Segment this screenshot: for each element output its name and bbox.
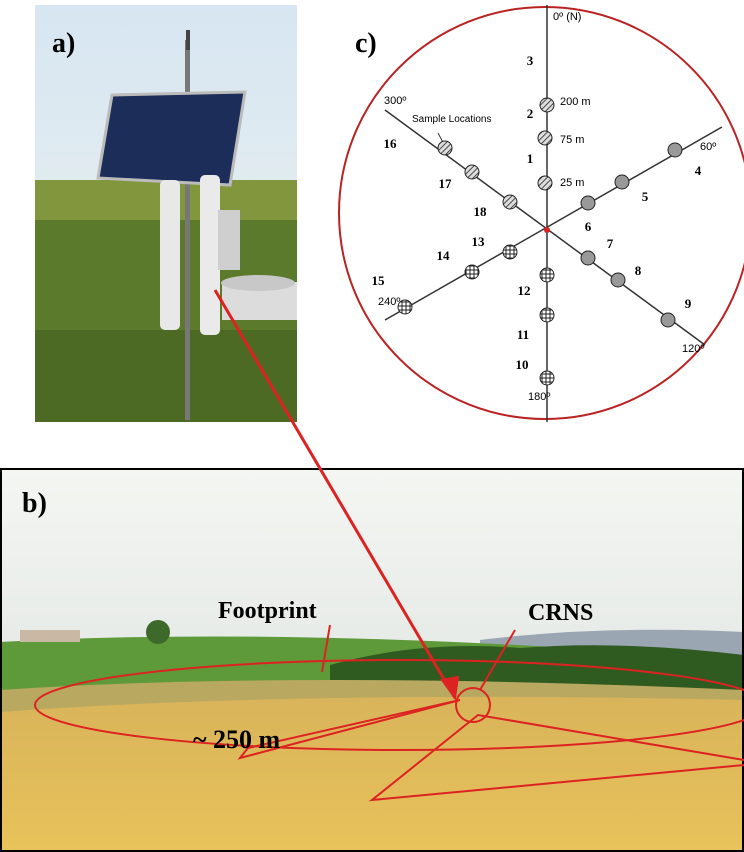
sample-location (503, 195, 517, 209)
sample-number: 17 (439, 176, 453, 191)
sample-location (540, 98, 554, 112)
sample-location (581, 196, 595, 210)
annotation: ~ 250 m (193, 725, 281, 754)
panel-label: b) (22, 488, 47, 519)
sample-number: 13 (472, 234, 486, 249)
distance-label: 75 m (560, 134, 584, 146)
sample-location (661, 313, 675, 327)
distance-label: 25 m (560, 177, 584, 189)
sample-number: 10 (516, 357, 529, 372)
sample-location (465, 165, 479, 179)
direction-label: 60º (700, 141, 716, 153)
sample-number: 4 (695, 163, 702, 178)
direction-label: 300º (384, 95, 406, 107)
sample-number: 11 (517, 327, 529, 342)
direction-label: 180º (528, 391, 550, 403)
sample-number: 5 (642, 189, 649, 204)
sample-location (503, 245, 517, 259)
sample-number: 18 (474, 204, 488, 219)
direction-label: 120º (682, 343, 704, 355)
direction-label: 0º (N) (553, 11, 581, 23)
sample-location (540, 268, 554, 282)
sample-location (581, 251, 595, 265)
sample-location (398, 300, 412, 314)
annotation: Footprint (218, 598, 317, 624)
sample-number: 14 (437, 248, 451, 263)
diagram-c (339, 5, 744, 422)
panel-label: a) (52, 28, 75, 59)
page: a) 0º (N) 60º 120º 180º 240º 300º Sample Locat… (0, 0, 744, 852)
sample-location (540, 308, 554, 322)
sample-number: 8 (635, 263, 642, 278)
sample-location (438, 141, 452, 155)
sample-number: 3 (527, 53, 534, 68)
legend-label: Sample Locations (412, 114, 492, 125)
sample-location (611, 273, 625, 287)
sample-number: 6 (585, 219, 592, 234)
sample-location (538, 176, 552, 190)
figure: a) 0º (N) 60º 120º 180º 240º 300º Sample Locat… (0, 0, 744, 852)
sample-number: 16 (384, 136, 398, 151)
sample-location (465, 265, 479, 279)
direction-label: 240º (378, 296, 400, 308)
sample-number: 9 (685, 296, 692, 311)
sample-location (540, 371, 554, 385)
sample-number: 1 (527, 151, 534, 166)
photo-a (35, 5, 297, 422)
sample-number: 2 (527, 106, 534, 121)
sample-location (538, 131, 552, 145)
sample-number: 15 (372, 273, 386, 288)
distance-label: 200 m (560, 96, 591, 108)
sample-location (615, 175, 629, 189)
panel-label: c) (355, 28, 377, 59)
sample-location (668, 143, 682, 157)
sample-number: 7 (607, 236, 614, 251)
annotation: CRNS (528, 600, 593, 626)
sample-number: 12 (518, 283, 531, 298)
